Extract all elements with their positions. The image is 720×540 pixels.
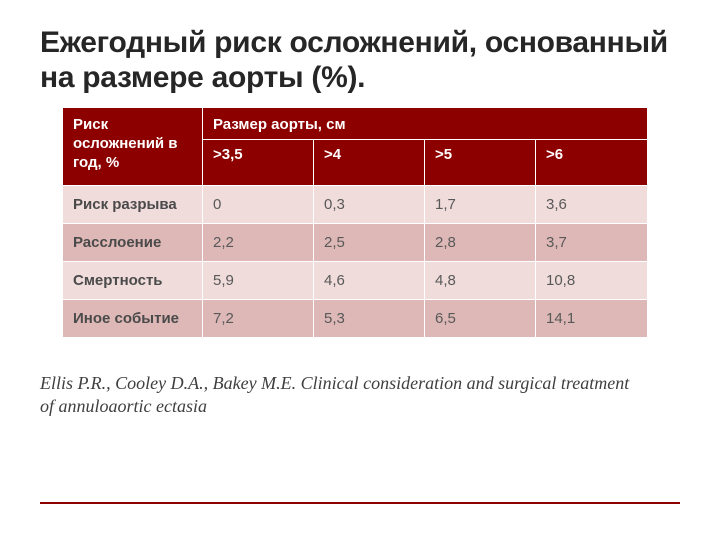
risk-table: Риск осложнений в год, % Размер аорты, с… [62, 107, 648, 338]
row-label: Иное событие [63, 300, 203, 338]
size-col-0: >3,5 [203, 140, 314, 186]
cell: 2,5 [314, 224, 425, 262]
cell: 4,6 [314, 262, 425, 300]
cell: 0,3 [314, 186, 425, 224]
cell: 3,6 [536, 186, 648, 224]
citation-text: Ellis P.R., Cooley D.A., Bakey M.E. Clin… [40, 372, 640, 419]
cell: 14,1 [536, 300, 648, 338]
cell: 6,5 [425, 300, 536, 338]
table-header-row-1: Риск осложнений в год, % Размер аорты, с… [63, 108, 648, 140]
cell: 3,7 [536, 224, 648, 262]
accent-rule [40, 502, 680, 504]
slide-title: Ежегодный риск осложнений, основанный на… [40, 26, 680, 95]
cell: 2,2 [203, 224, 314, 262]
size-col-3: >6 [536, 140, 648, 186]
row-label: Смертность [63, 262, 203, 300]
cell: 1,7 [425, 186, 536, 224]
cell: 5,9 [203, 262, 314, 300]
slide: Ежегодный риск осложнений, основанный на… [0, 0, 720, 540]
cell: 0 [203, 186, 314, 224]
row-label: Расслоение [63, 224, 203, 262]
cell: 5,3 [314, 300, 425, 338]
cell: 10,8 [536, 262, 648, 300]
table-row: Иное событие 7,2 5,3 6,5 14,1 [63, 300, 648, 338]
size-col-1: >4 [314, 140, 425, 186]
header-size-label: Размер аорты, см [203, 108, 648, 140]
cell: 4,8 [425, 262, 536, 300]
table-row: Расслоение 2,2 2,5 2,8 3,7 [63, 224, 648, 262]
cell: 2,8 [425, 224, 536, 262]
row-label: Риск разрыва [63, 186, 203, 224]
size-col-2: >5 [425, 140, 536, 186]
cell: 7,2 [203, 300, 314, 338]
table-row: Смертность 5,9 4,6 4,8 10,8 [63, 262, 648, 300]
table-row: Риск разрыва 0 0,3 1,7 3,6 [63, 186, 648, 224]
header-risk-label: Риск осложнений в год, % [63, 108, 203, 186]
